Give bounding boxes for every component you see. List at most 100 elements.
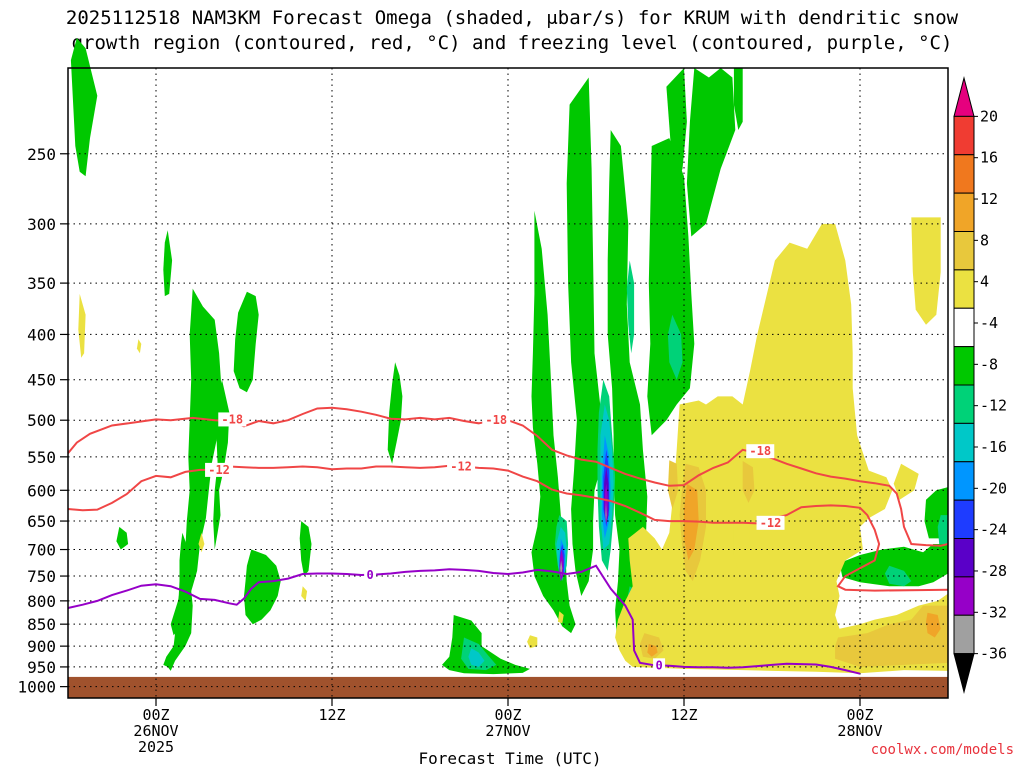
colorbar-band [953,576,975,616]
contour-label: -18 [749,444,771,458]
colorbar-top-arrow [953,76,975,117]
omega-region-4 [78,293,86,358]
colorbar-tick-label: 20 [980,107,998,125]
contour-label: -12 [760,516,782,530]
colorbar-band [953,154,975,194]
x-axis-label: Forecast Time (UTC) [418,749,601,768]
omega-region-neg8 [884,565,912,587]
x-tick-label: 12Z [670,706,697,724]
omega-region-neg4 [686,68,736,237]
contour-label: -12 [208,463,230,477]
x-tick-label: 00Z [846,706,873,724]
y-tick-label: 600 [27,481,56,500]
colorbar-band [953,115,975,156]
omega-region-neg4 [566,77,602,596]
omega-region-4 [893,463,919,500]
colorbar-tick-label: 8 [980,231,989,249]
colorbar-tick-label: -36 [980,645,1007,663]
contour-line [67,406,949,547]
omega-region-4 [136,339,142,354]
colorbar-band [953,346,975,386]
credit-text: coolwx.com/models [871,742,1014,758]
contour-label-bg [746,444,775,459]
x-tick-label: 26NOV [133,722,178,740]
omega-region-neg4 [647,138,695,436]
omega-region-neg4 [299,521,312,577]
omega-region-neg4 [163,532,193,671]
colorbar-band [953,231,975,271]
colorbar-band [953,461,975,501]
colorbar-bottom-arrow [953,653,975,694]
colorbar-tick-label: -20 [980,479,1007,497]
colorbar: 20 16 12 8 4 -4 -8 -12 -16 -20 -24 -28 -32 -36 [953,76,1007,694]
colorbar-tick-label: 4 [980,273,989,291]
y-tick-label: 1000 [17,678,56,697]
colorbar-tick-label: 16 [980,149,998,167]
plot-area: -18 -18 -18 -12 -12 -12 0 0 [67,38,949,699]
omega-region-4 [527,635,538,649]
colorbar-tick-label: -4 [980,314,998,332]
omega-region-12 [926,612,941,638]
omega-region-4 [557,611,564,624]
omega-region-neg4 [70,38,98,177]
contour-label-bg [364,568,377,583]
contour-label-bg [218,412,247,427]
omega-region-8 [835,605,948,667]
contour-label: -12 [450,460,472,474]
omega-region-neg4 [170,288,222,636]
y-tick-label: 900 [27,637,56,656]
y-axis: 250 300 350 400 450 500 550 600 650 700 750 800 850 9… [17,145,68,697]
x-tick-label: 2025 [138,738,174,756]
x-tick-label: 27NOV [485,722,530,740]
colorbar-tick-label: -16 [980,438,1007,456]
y-tick-label: 350 [27,274,56,293]
omega-region-4 [911,217,941,325]
y-tick-label: 950 [27,658,56,677]
x-tick-label: 28NOV [837,722,882,740]
colorbar-band [953,269,975,309]
colorbar-tick-label: 12 [980,190,998,208]
colorbar-tick-label: -32 [980,603,1007,621]
omega-region-neg4 [244,549,281,625]
colorbar-band [953,614,975,655]
contour-label: -18 [485,413,507,427]
contour-label: 0 [655,658,662,672]
omega-region-neg4 [387,362,403,464]
y-tick-label: 800 [27,592,56,611]
contour-label: 0 [367,568,374,582]
x-tick-label: 00Z [494,706,521,724]
y-tick-label: 500 [27,411,56,430]
colorbar-band [953,384,975,424]
omega-region-neg8 [937,515,948,544]
omega-region-neg4 [733,68,743,130]
omega-region-neg4 [233,291,259,393]
contour-label-bg [447,459,476,474]
omega-region-neg4 [163,230,173,297]
y-tick-label: 400 [27,325,56,344]
omega-region-12 [647,644,658,657]
contour-label-bg [653,658,666,673]
chart-title-line1: 2025112518 NAM3KM Forecast Omega (shaded… [66,7,959,29]
omega-region-neg4 [666,68,687,184]
y-tick-label: 650 [27,512,56,531]
y-tick-label: 450 [27,371,56,390]
omega-region-4 [301,586,308,601]
colorbar-tick-label: -28 [980,562,1007,580]
omega-region-neg8 [667,314,683,380]
contour-label-bg [482,413,511,428]
y-tick-label: 250 [27,145,56,164]
colorbar-tick-label: -8 [980,355,998,373]
omega-region-4 [198,532,205,553]
omega-region-neg4 [607,130,648,649]
x-tick-label: 00Z [142,706,169,724]
omega-region-neg32 [605,502,607,524]
contour-labels: -18 -18 -18 -12 -12 -12 0 0 [205,412,785,673]
omega-region-4 [733,521,750,571]
omega-region-neg4 [531,210,576,634]
y-tick-label: 300 [27,215,56,234]
y-tick-label: 550 [27,448,56,467]
colorbar-band [953,192,975,232]
chart-title-line2: growth region (contoured, red, °C) and f… [72,32,953,54]
colorbar-tick-label: -12 [980,397,1007,415]
